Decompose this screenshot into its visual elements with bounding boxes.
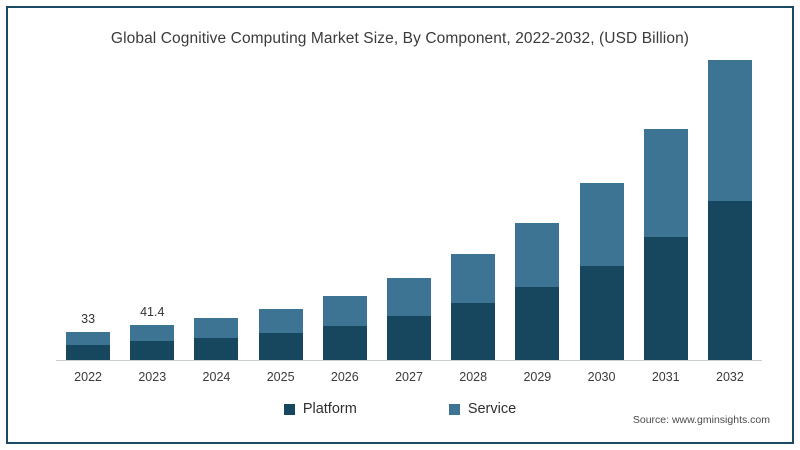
- bar-segment-service[interactable]: [258, 308, 303, 333]
- bar-segment-platform[interactable]: [579, 265, 624, 360]
- x-axis-tick-label: 2022: [74, 370, 102, 384]
- bar-segment-platform[interactable]: [387, 316, 431, 360]
- bar-segment-service[interactable]: [707, 60, 752, 201]
- bar-group[interactable]: [387, 277, 431, 360]
- bar-group[interactable]: [451, 253, 496, 360]
- bar-segment-platform[interactable]: [707, 200, 752, 360]
- legend-item-platform[interactable]: Platform: [283, 401, 357, 417]
- x-axis-tick-label: 2031: [651, 370, 680, 384]
- legend-label-service: Service: [467, 401, 517, 417]
- bar-segment-platform[interactable]: [130, 341, 175, 360]
- bar-group[interactable]: [194, 318, 239, 360]
- bar-group[interactable]: [579, 182, 624, 360]
- legend-item-service[interactable]: Service: [448, 401, 517, 417]
- chart-title: Global Cognitive Computing Market Size, …: [110, 30, 690, 47]
- x-axis-tick-label: 2029: [523, 370, 552, 384]
- bar-segment-platform[interactable]: [322, 325, 367, 360]
- chart-legend: Platform Service: [8, 401, 792, 417]
- bar-group[interactable]: [258, 308, 303, 360]
- bar-group[interactable]: [66, 331, 111, 360]
- x-axis-tick-label: 2023: [138, 370, 167, 384]
- bar-segment-service[interactable]: [515, 222, 560, 288]
- bar-group[interactable]: [130, 324, 175, 360]
- bar-segment-platform[interactable]: [515, 287, 560, 360]
- legend-swatch-service: [448, 403, 460, 415]
- x-axis-tick-label: 2025: [266, 370, 295, 384]
- bar-segment-platform[interactable]: [66, 344, 111, 360]
- bar-group[interactable]: [643, 129, 688, 360]
- bar-segment-platform[interactable]: [643, 237, 688, 360]
- bar-segment-platform[interactable]: [194, 337, 239, 360]
- x-axis-tick-label: 2028: [459, 370, 488, 384]
- bar-segment-platform[interactable]: [451, 303, 496, 360]
- bar-segment-service[interactable]: [66, 331, 111, 345]
- bar-segment-service[interactable]: [643, 129, 688, 238]
- bar-segment-service[interactable]: [322, 295, 367, 326]
- chart-frame: Global Cognitive Computing Market Size, …: [6, 6, 794, 444]
- x-axis-tick-label: 2032: [716, 370, 744, 384]
- bar-segment-service[interactable]: [130, 324, 175, 342]
- x-axis-tick-label: 2026: [330, 370, 359, 384]
- x-axis-tick-label: 2030: [587, 370, 616, 384]
- bar-segment-service[interactable]: [194, 318, 239, 338]
- bar-group[interactable]: [707, 60, 752, 360]
- x-axis-line: [56, 360, 762, 361]
- legend-swatch-platform: [283, 403, 295, 415]
- legend-label-platform: Platform: [302, 401, 357, 417]
- x-axis-tick-label: 2024: [202, 370, 231, 384]
- x-axis-tick-label: 2027: [395, 370, 423, 384]
- bar-segment-service[interactable]: [579, 182, 624, 266]
- bar-value-label: 41.4: [140, 304, 165, 319]
- source-attribution: Source: www.gminsights.com: [632, 414, 770, 426]
- bar-segment-service[interactable]: [451, 253, 496, 304]
- bar-segment-service[interactable]: [387, 277, 431, 317]
- bar-segment-platform[interactable]: [258, 332, 303, 360]
- bar-group[interactable]: [515, 222, 560, 360]
- bar-value-label: 33: [81, 311, 96, 326]
- bar-group[interactable]: [322, 295, 367, 360]
